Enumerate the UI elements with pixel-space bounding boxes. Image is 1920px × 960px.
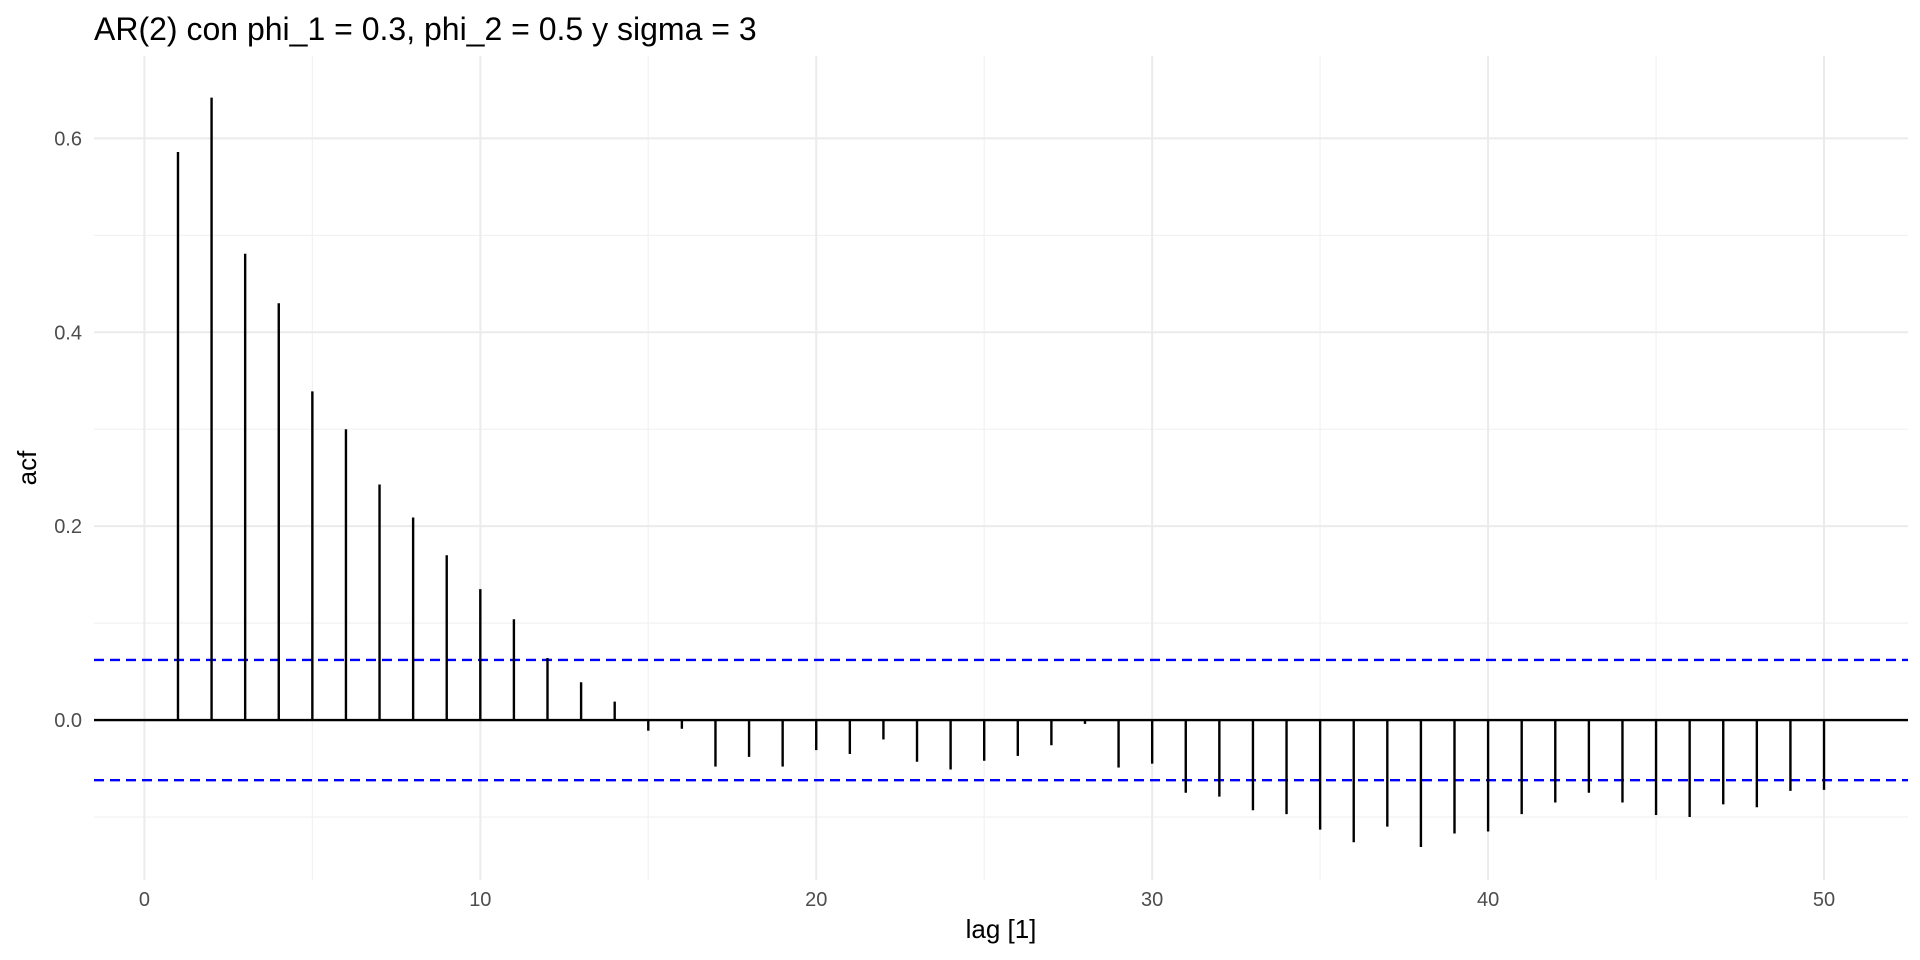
x-tick-label: 30 [1141, 889, 1163, 911]
x-axis-ticks: 0 10 20 30 40 50 [139, 889, 1835, 911]
chart-title: AR(2) con phi_1 = 0.3, phi_2 = 0.5 y sig… [94, 11, 757, 47]
x-axis-title: lag [1] [966, 914, 1037, 944]
x-tick-label: 20 [805, 889, 827, 911]
y-tick-label: 0.0 [54, 710, 82, 732]
grid [94, 56, 1908, 880]
x-tick-label: 10 [469, 889, 491, 911]
y-axis-ticks: 0.0 0.2 0.4 0.6 [54, 128, 82, 732]
y-tick-label: 0.4 [54, 322, 82, 344]
y-tick-label: 0.6 [54, 128, 82, 150]
x-tick-label: 50 [1813, 889, 1835, 911]
y-tick-label: 0.2 [54, 516, 82, 538]
y-axis-title: acf [12, 450, 42, 485]
x-tick-label: 40 [1477, 889, 1499, 911]
confidence-bounds [94, 658, 1908, 782]
x-tick-label: 0 [139, 889, 150, 911]
acf-spikes [176, 97, 1826, 848]
